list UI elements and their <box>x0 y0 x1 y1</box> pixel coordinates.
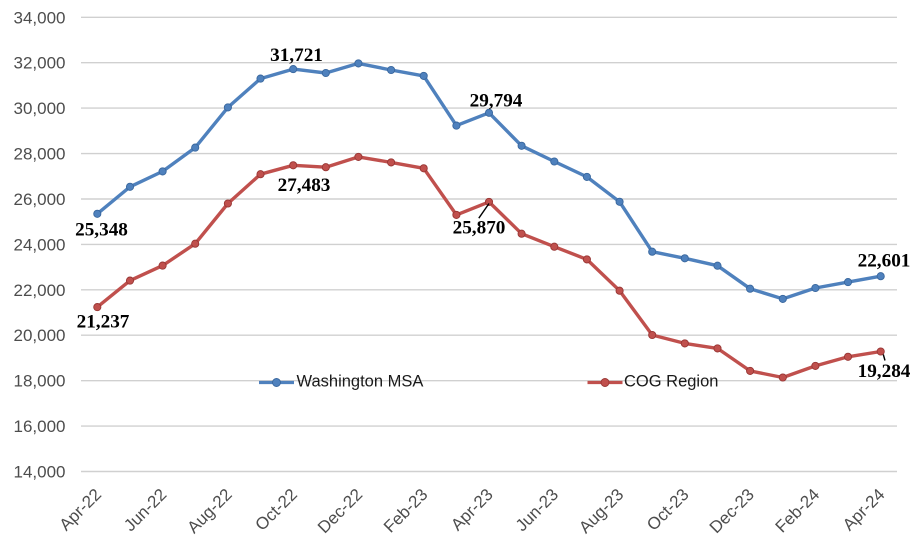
svg-text:28,000: 28,000 <box>14 145 66 164</box>
svg-text:25,870: 25,870 <box>453 218 506 239</box>
svg-text:Apr-23: Apr-23 <box>447 485 497 535</box>
svg-text:22,000: 22,000 <box>14 281 66 300</box>
svg-text:21,237: 21,237 <box>77 312 130 333</box>
svg-text:Oct-22: Oct-22 <box>252 485 302 535</box>
svg-text:32,000: 32,000 <box>14 54 66 73</box>
svg-text:25,348: 25,348 <box>75 220 128 241</box>
svg-text:29,794: 29,794 <box>470 91 523 112</box>
svg-text:22,601: 22,601 <box>858 251 911 272</box>
svg-text:Feb-24: Feb-24 <box>772 485 824 537</box>
svg-text:Dec-23: Dec-23 <box>706 485 758 537</box>
svg-text:20,000: 20,000 <box>14 326 66 345</box>
svg-text:Jun-22: Jun-22 <box>120 485 170 535</box>
svg-text:Feb-23: Feb-23 <box>380 485 432 537</box>
svg-text:16,000: 16,000 <box>14 417 66 436</box>
svg-text:Apr-24: Apr-24 <box>839 485 889 535</box>
svg-text:18,000: 18,000 <box>14 372 66 391</box>
svg-text:24,000: 24,000 <box>14 235 66 254</box>
svg-text:31,721: 31,721 <box>270 45 323 66</box>
svg-text:34,000: 34,000 <box>14 8 66 27</box>
svg-text:Dec-22: Dec-22 <box>314 485 366 537</box>
svg-text:Jun-23: Jun-23 <box>512 485 562 535</box>
svg-text:26,000: 26,000 <box>14 190 66 209</box>
svg-text:Aug-23: Aug-23 <box>575 485 627 537</box>
svg-text:Aug-22: Aug-22 <box>184 485 236 537</box>
svg-text:14,000: 14,000 <box>14 463 66 482</box>
svg-text:27,483: 27,483 <box>278 175 331 196</box>
svg-text:COG Region: COG Region <box>624 373 718 391</box>
svg-text:Apr-22: Apr-22 <box>56 485 106 535</box>
svg-text:Washington MSA: Washington MSA <box>297 373 424 391</box>
svg-text:Oct-23: Oct-23 <box>643 485 693 535</box>
svg-text:30,000: 30,000 <box>14 99 66 118</box>
svg-text:19,284: 19,284 <box>858 361 911 382</box>
